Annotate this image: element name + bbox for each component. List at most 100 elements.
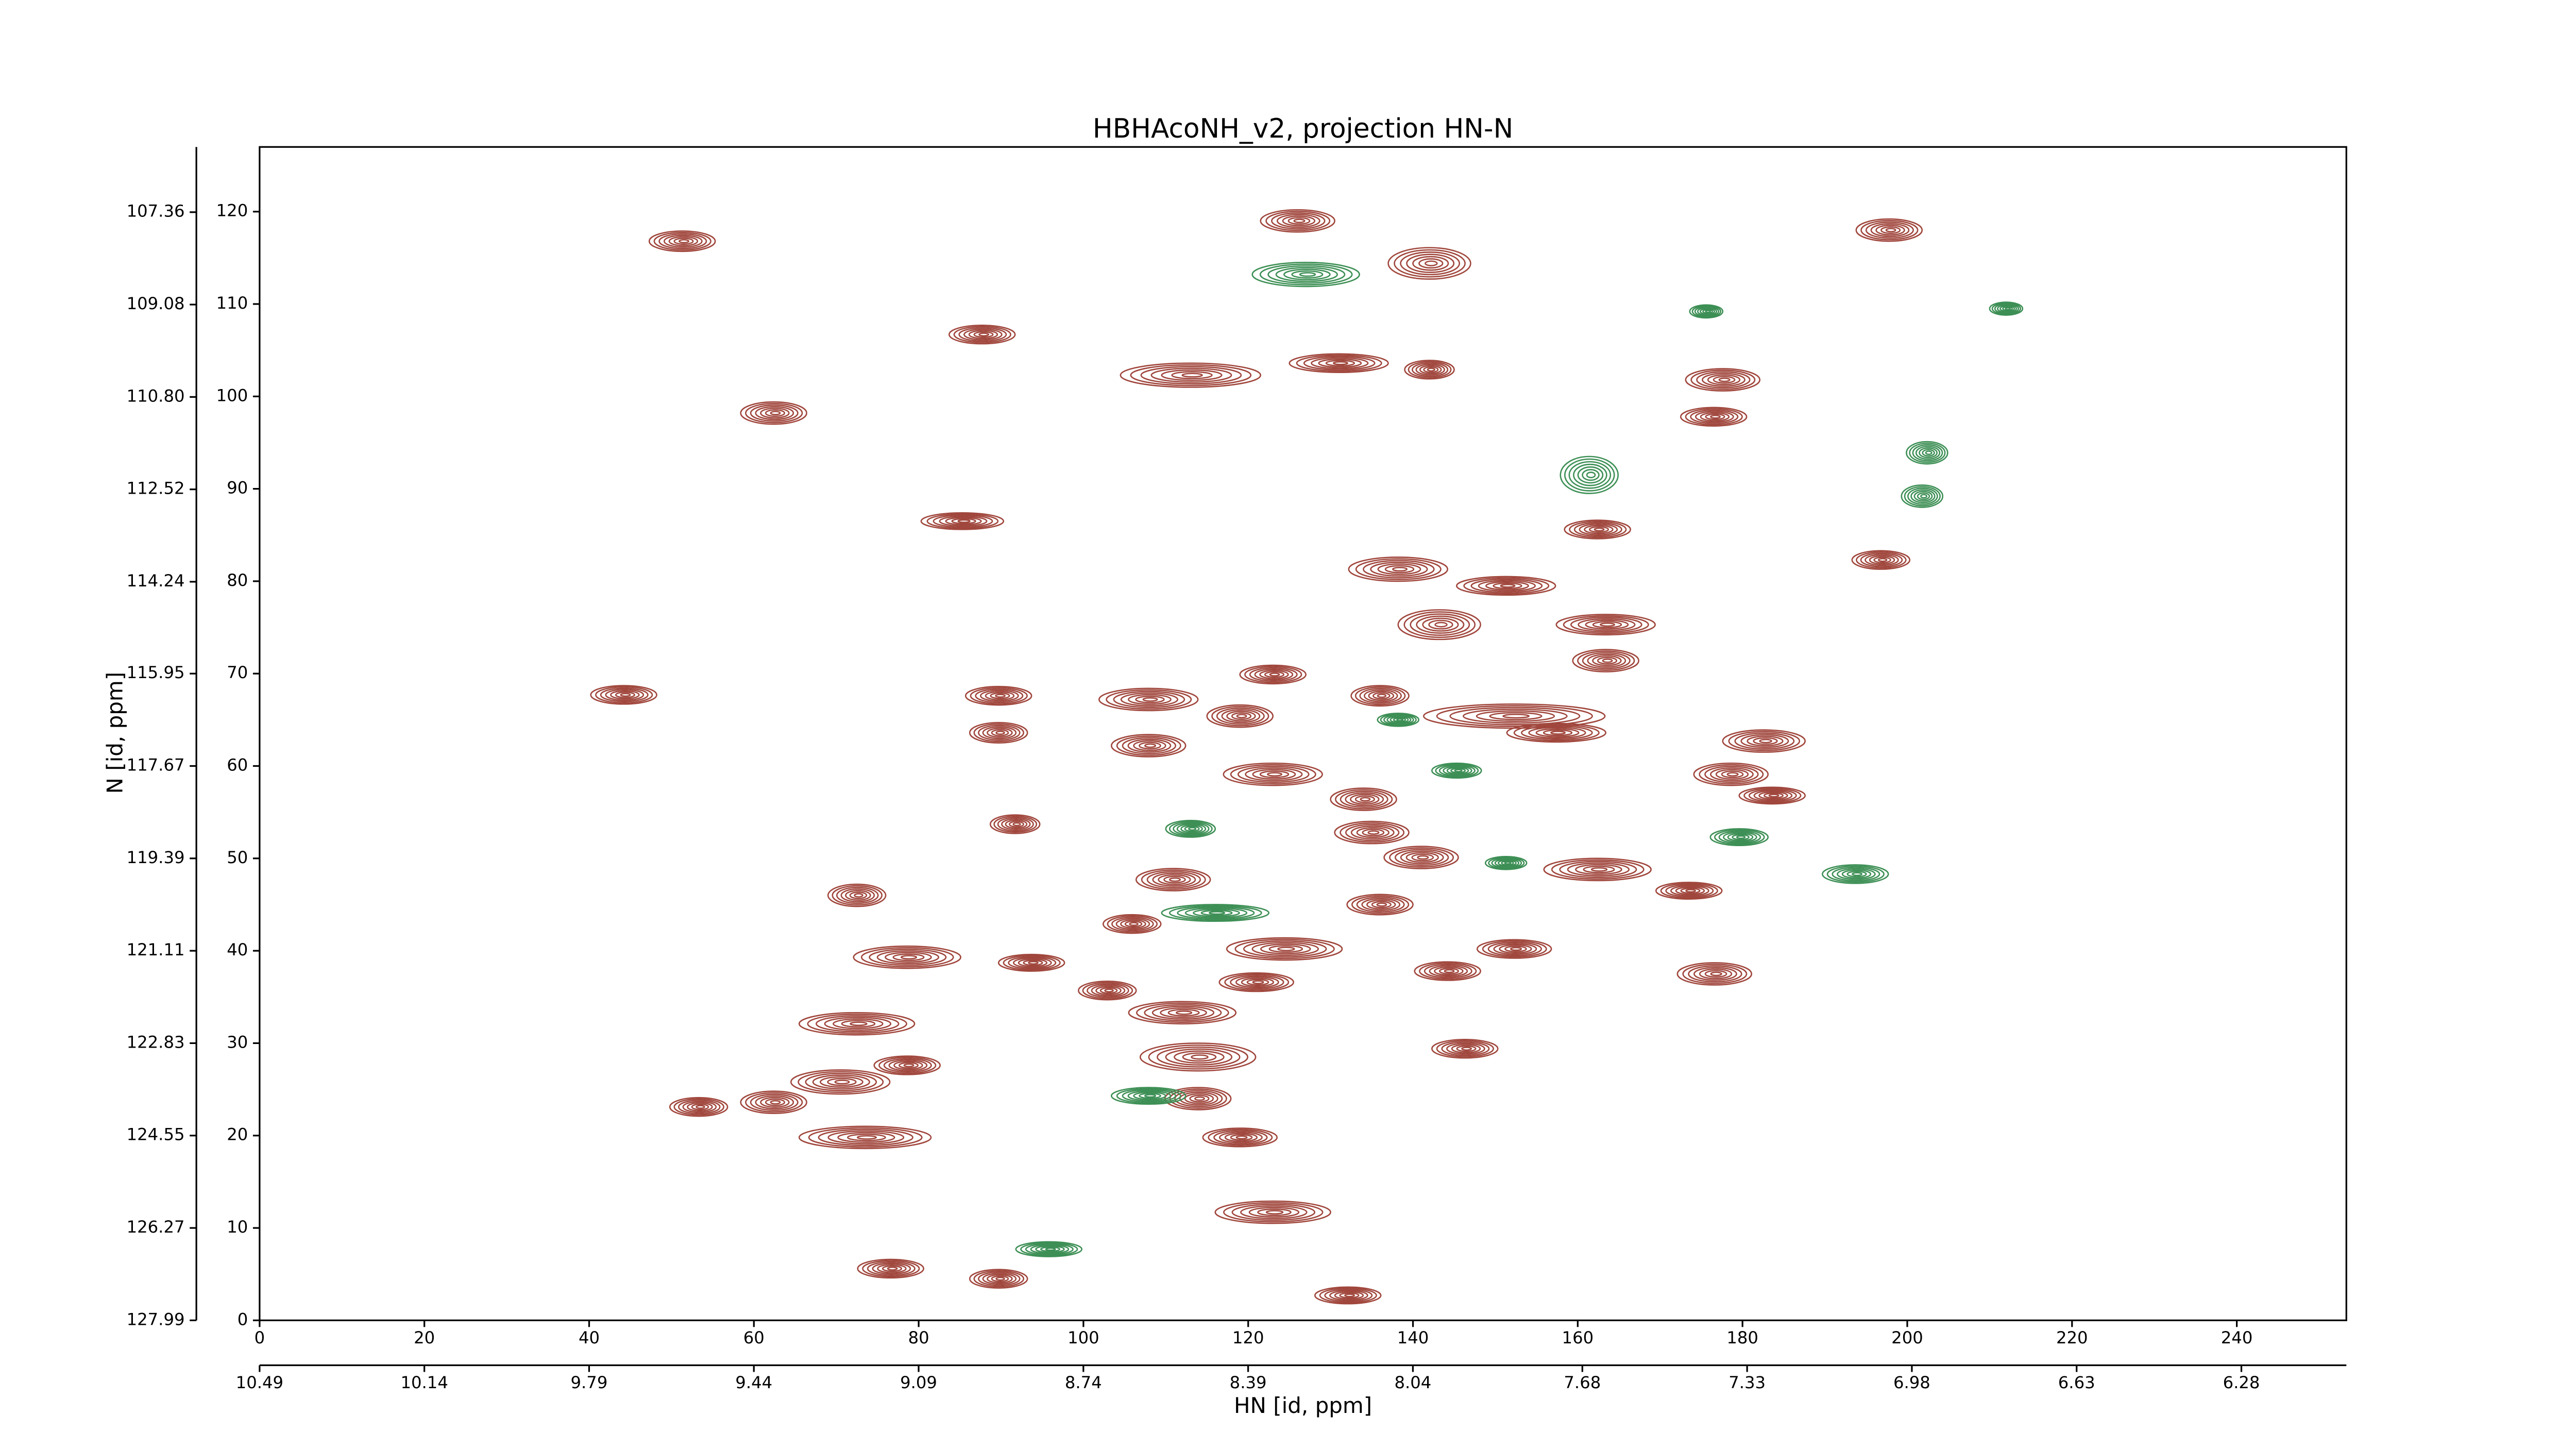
contour-level (1251, 262, 1360, 288)
x2-tick-label: 10.49 (236, 1373, 283, 1392)
peak (1404, 360, 1455, 380)
peak (827, 883, 887, 907)
peak (1397, 609, 1481, 641)
peak (1103, 914, 1162, 934)
contour-level (1165, 820, 1216, 838)
contour-level (1098, 687, 1199, 712)
contour-level (997, 954, 1065, 972)
contour-level (765, 409, 786, 417)
contour-level (1191, 1054, 1209, 1060)
y-tick-label: 107.36 (127, 201, 185, 221)
contour-level (1431, 762, 1482, 779)
contour-level (1180, 824, 1203, 833)
contour-level (1570, 616, 1642, 633)
contour-level (1384, 565, 1415, 574)
peak (1387, 247, 1471, 280)
contour-level (1989, 301, 2024, 316)
y-tick-label: 127.99 (127, 1309, 185, 1329)
y-tick-label: 122.83 (127, 1032, 185, 1052)
contour-level (987, 1274, 1013, 1284)
contour-level (1431, 1038, 1499, 1059)
y2-tick-label: 70 (227, 663, 248, 682)
contour-level (1655, 882, 1723, 900)
contour-level (1418, 258, 1444, 269)
contour-level (648, 230, 716, 252)
contour-level (1230, 974, 1284, 990)
x-tick-label: 240 (2221, 1328, 2253, 1347)
contour-level (926, 513, 999, 529)
contour-level (1550, 731, 1566, 735)
contour-level (957, 519, 971, 523)
contour-level (1422, 617, 1459, 632)
contour-level (745, 402, 803, 424)
contour-level (805, 1072, 877, 1091)
contour-level (1120, 692, 1179, 707)
contour-level (1110, 1087, 1187, 1105)
contour-level (1184, 825, 1200, 832)
contour-level (837, 1132, 895, 1143)
contour-level (1267, 265, 1346, 284)
contour-level (1569, 520, 1627, 538)
contour-level (1184, 907, 1248, 919)
contour-level (1688, 965, 1742, 983)
contour-level (1314, 1286, 1382, 1305)
contour-level (1356, 827, 1389, 838)
contour-level (1018, 958, 1048, 967)
contour-level (750, 404, 799, 422)
contour-level (1161, 904, 1270, 922)
contour-level (948, 324, 1016, 345)
contour-level (755, 406, 794, 420)
contour-level (1184, 1093, 1214, 1104)
contour-level (963, 328, 1003, 341)
contour-level (1135, 868, 1211, 891)
contour-level (1718, 830, 1761, 844)
peak (1680, 407, 1748, 427)
contour-level (1389, 847, 1454, 868)
contour-level (1168, 877, 1181, 882)
contour-level (1082, 982, 1133, 999)
peak (1543, 857, 1652, 882)
contour-level (1915, 446, 1941, 460)
x2-tick-label: 7.33 (1728, 1373, 1766, 1392)
contour-level (1376, 902, 1387, 907)
contour-level (987, 728, 1013, 738)
y-tick-label: 124.55 (127, 1125, 185, 1144)
contour-level (1383, 714, 1414, 726)
x2-tick-label: 9.09 (900, 1373, 937, 1392)
peak (798, 1012, 916, 1036)
contour-level (1157, 1046, 1241, 1068)
contour-level (995, 694, 1006, 698)
peak (1906, 441, 1948, 465)
contour-level (1363, 689, 1398, 702)
contour-level (872, 1262, 911, 1275)
contour-level (1885, 228, 1896, 232)
contour-level (1705, 413, 1725, 420)
contour-level (1685, 408, 1743, 426)
contour-level (840, 888, 875, 903)
contour-level (1410, 613, 1470, 636)
x2-tick-label: 8.04 (1394, 1373, 1431, 1392)
contour-level (1110, 734, 1187, 757)
contour-level (1826, 865, 1885, 883)
contour-level (1259, 263, 1353, 285)
contour-level (982, 1273, 1017, 1285)
contour-level (1434, 966, 1464, 976)
contour-level (1434, 621, 1448, 628)
contour-level (790, 1069, 891, 1095)
contour-level (1095, 986, 1122, 996)
contour-level (1414, 961, 1481, 981)
contour-level (1251, 941, 1319, 956)
contour-level (1120, 362, 1262, 388)
contour-level (1208, 1128, 1273, 1146)
contour-level (1383, 846, 1459, 869)
contour-level (1498, 860, 1517, 867)
contour-level (1513, 724, 1600, 742)
contour-level (816, 1015, 900, 1033)
contour-level (1705, 310, 1711, 313)
contour-level (1456, 1045, 1477, 1052)
contour-level (1356, 897, 1405, 913)
contour-level (1454, 769, 1463, 772)
contour-level (1107, 915, 1158, 933)
contour-level (1415, 363, 1445, 376)
peak (1655, 882, 1723, 900)
